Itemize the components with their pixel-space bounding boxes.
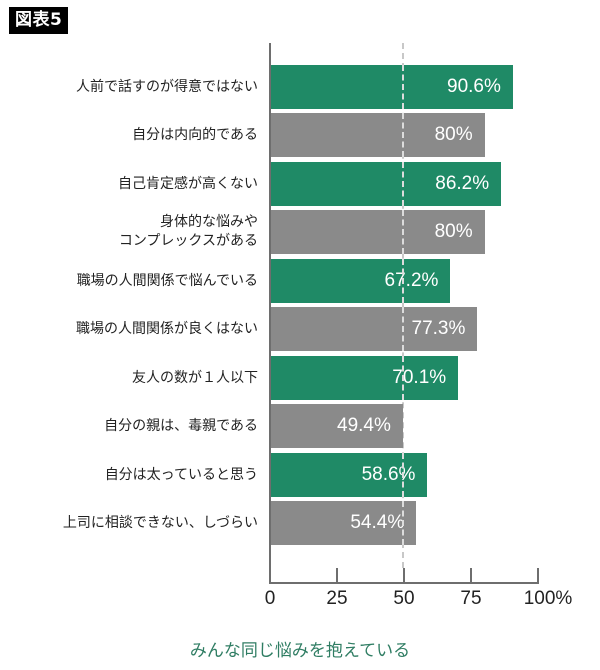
x-axis-tick-label: 100% (523, 588, 573, 609)
category-label-line: 友人の数が１人以下 (132, 369, 258, 386)
category-label: 自分は内向的である (132, 113, 258, 157)
category-label-line: 自分は太っていると思う (104, 466, 258, 483)
x-axis-tick (403, 568, 405, 583)
reference-line-segment (402, 453, 404, 497)
category-label: 職場の人間関係が良くはない (76, 307, 258, 351)
bar: 54.4% (271, 501, 417, 545)
bar-row: 人前で話すのが得意ではない 90.6% (0, 65, 600, 109)
reference-line-segment (402, 356, 404, 400)
reference-line-segment (402, 259, 404, 303)
bar: 67.2% (271, 259, 451, 303)
bar-value-label: 77.3% (411, 318, 466, 339)
bar: 80% (271, 210, 485, 254)
bar-value-label: 58.6% (361, 464, 416, 485)
x-axis-tick (336, 568, 338, 583)
category-label-line: 自分は内向的である (132, 126, 258, 143)
x-axis-tick (537, 568, 539, 583)
bar: 80% (271, 113, 485, 157)
reference-line-segment (402, 113, 404, 157)
bar-value-label: 67.2% (384, 270, 439, 291)
x-axis-tick-label: 0 (264, 588, 276, 609)
bar: 90.6% (271, 65, 513, 109)
x-axis-line (269, 582, 539, 584)
x-axis-tick (470, 568, 472, 583)
bar: 77.3% (271, 307, 478, 351)
category-label-line: 職場の人間関係で悩んでいる (76, 272, 258, 289)
x-axis-tick-label: 25 (326, 588, 348, 609)
reference-line-50 (402, 43, 404, 568)
category-label-line: コンプレックスがある (118, 233, 258, 249)
bar-row: 上司に相談できない、しづらい 54.4% (0, 501, 600, 545)
category-label: 自己肯定感が高くない (118, 162, 258, 206)
bar-row: 身体的な悩みやコンプレックスがある 80% (0, 210, 600, 254)
y-axis-line (269, 43, 271, 584)
bar-value-label: 80% (434, 124, 473, 145)
bar-value-label: 49.4% (337, 415, 391, 436)
bar-value-label: 54.4% (350, 512, 405, 533)
category-label: 身体的な悩みやコンプレックスがある (119, 210, 258, 254)
bar-row: 自分の親は、毒親である 49.4% (0, 404, 600, 448)
chart-caption: みんな同じ悩みを抱えている (189, 641, 411, 661)
bar-row: 職場の人間関係が良くはない 77.3% (0, 307, 600, 351)
bar: 49.4% (271, 404, 403, 448)
bar: 70.1% (271, 356, 459, 400)
reference-line-segment (402, 210, 404, 254)
bar-value-label: 80% (434, 221, 473, 242)
reference-line-segment (402, 501, 404, 545)
category-label-line: 職場の人間関係が良くはない (76, 320, 258, 337)
reference-line-segment (402, 307, 404, 351)
reference-line-segment (402, 162, 404, 206)
category-label-line: 人前で話すのが得意ではない (76, 78, 258, 95)
category-label: 自分の親は、毒親である (104, 404, 258, 448)
x-axis-tick-label: 75 (460, 588, 482, 609)
bar: 58.6% (271, 453, 428, 497)
category-label: 自分は太っていると思う (105, 453, 258, 497)
figure-badge: 図表5 (9, 7, 69, 34)
category-label: 職場の人間関係で悩んでいる (77, 259, 258, 303)
reference-line-segment (402, 65, 404, 109)
category-label: 友人の数が１人以下 (132, 356, 258, 400)
bar-row: 自己肯定感が高くない 86.2% (0, 162, 600, 206)
category-label-line: 上司に相談できない、しづらい (62, 514, 258, 531)
bar-row: 自分は太っていると思う 58.6% (0, 453, 600, 497)
bar-row: 自分は内向的である 80% (0, 113, 600, 157)
bar-row: 友人の数が１人以下 70.1% (0, 356, 600, 400)
category-label-line: 自己肯定感が高くない (118, 175, 258, 192)
x-axis-tick-label: 50 (393, 588, 415, 609)
bar: 86.2% (271, 162, 502, 206)
category-label-line: 身体的な悩みや (160, 214, 258, 230)
bar-row: 職場の人間関係で悩んでいる 67.2% (0, 259, 600, 303)
category-label-line: 自分の親は、毒親である (104, 417, 258, 434)
bar-value-label: 90.6% (447, 76, 501, 97)
bar-value-label: 70.1% (392, 367, 447, 388)
category-label: 人前で話すのが得意ではない (76, 65, 258, 109)
category-label: 上司に相談できない、しづらい (63, 501, 258, 545)
bar-value-label: 86.2% (435, 173, 490, 194)
